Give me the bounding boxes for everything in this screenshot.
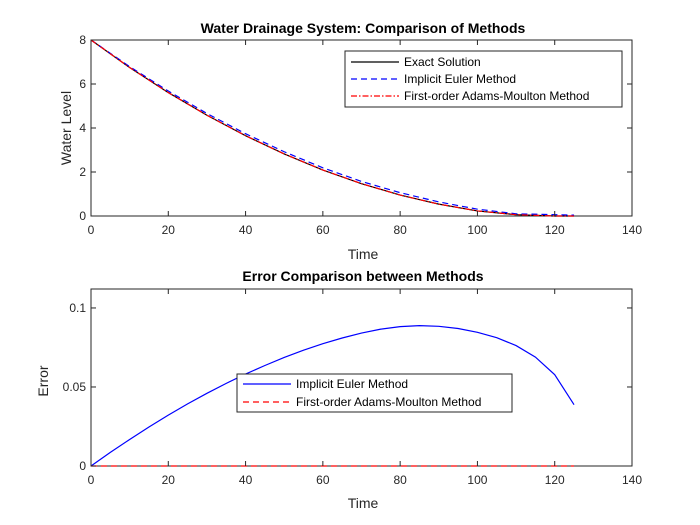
x-tick-label: 120 xyxy=(545,473,565,487)
axis-ticks: 0 20 40 60 80 100 120 140 0 2 4 6 8 xyxy=(79,33,642,237)
x-axis-label: Time xyxy=(348,246,379,262)
y-axis-label: Water Level xyxy=(58,91,74,165)
x-tick-label: 140 xyxy=(622,473,642,487)
plot-title: Error Comparison between Methods xyxy=(242,268,483,284)
legend-label: First-order Adams-Moulton Method xyxy=(296,395,481,409)
plot-title: Water Drainage System: Comparison of Met… xyxy=(201,20,526,36)
x-axis-label: Time xyxy=(348,495,379,511)
y-tick-label: 2 xyxy=(79,165,86,179)
y-tick-label: 0 xyxy=(79,459,86,473)
x-tick-label: 60 xyxy=(316,223,330,237)
x-tick-label: 60 xyxy=(316,473,330,487)
y-tick-label: 4 xyxy=(79,121,86,135)
x-tick-label: 20 xyxy=(162,223,176,237)
legend: Implicit Euler Method First-order Adams-… xyxy=(236,373,513,413)
legend-label: Implicit Euler Method xyxy=(296,377,408,391)
x-tick-label: 100 xyxy=(467,473,487,487)
x-tick-label: 80 xyxy=(393,223,407,237)
x-tick-label: 0 xyxy=(88,473,95,487)
series-lines xyxy=(90,39,575,217)
x-tick-label: 100 xyxy=(467,223,487,237)
x-tick-label: 0 xyxy=(88,223,95,237)
legend-label: Implicit Euler Method xyxy=(404,72,516,86)
y-axis-label: Error xyxy=(35,365,51,396)
y-tick-label: 8 xyxy=(79,33,86,47)
y-tick-label: 0.1 xyxy=(69,301,86,315)
x-tick-label: 120 xyxy=(545,223,565,237)
x-tick-label: 80 xyxy=(393,473,407,487)
axis-ticks: 0 20 40 60 80 100 120 140 0 0.05 0.1 xyxy=(63,289,642,487)
series-line-2 xyxy=(90,39,575,217)
y-tick-label: 0.05 xyxy=(63,380,87,394)
legend-label: First-order Adams-Moulton Method xyxy=(404,89,589,103)
legend-label: Exact Solution xyxy=(404,55,481,69)
series-lines xyxy=(90,325,575,467)
y-tick-label: 0 xyxy=(79,209,86,223)
x-tick-label: 140 xyxy=(622,223,642,237)
water-level-plot: Water Drainage System: Comparison of Met… xyxy=(58,20,642,262)
x-tick-label: 20 xyxy=(162,473,176,487)
y-tick-label: 6 xyxy=(79,77,86,91)
legend-box xyxy=(236,373,513,413)
series-line-1 xyxy=(90,39,575,216)
x-tick-label: 40 xyxy=(239,473,253,487)
series-line-0 xyxy=(90,325,575,467)
x-tick-label: 40 xyxy=(239,223,253,237)
legend: Exact Solution Implicit Euler Method Fir… xyxy=(344,50,623,108)
error-plot: Error Comparison between Methods 0 20 40 60… xyxy=(35,268,642,511)
